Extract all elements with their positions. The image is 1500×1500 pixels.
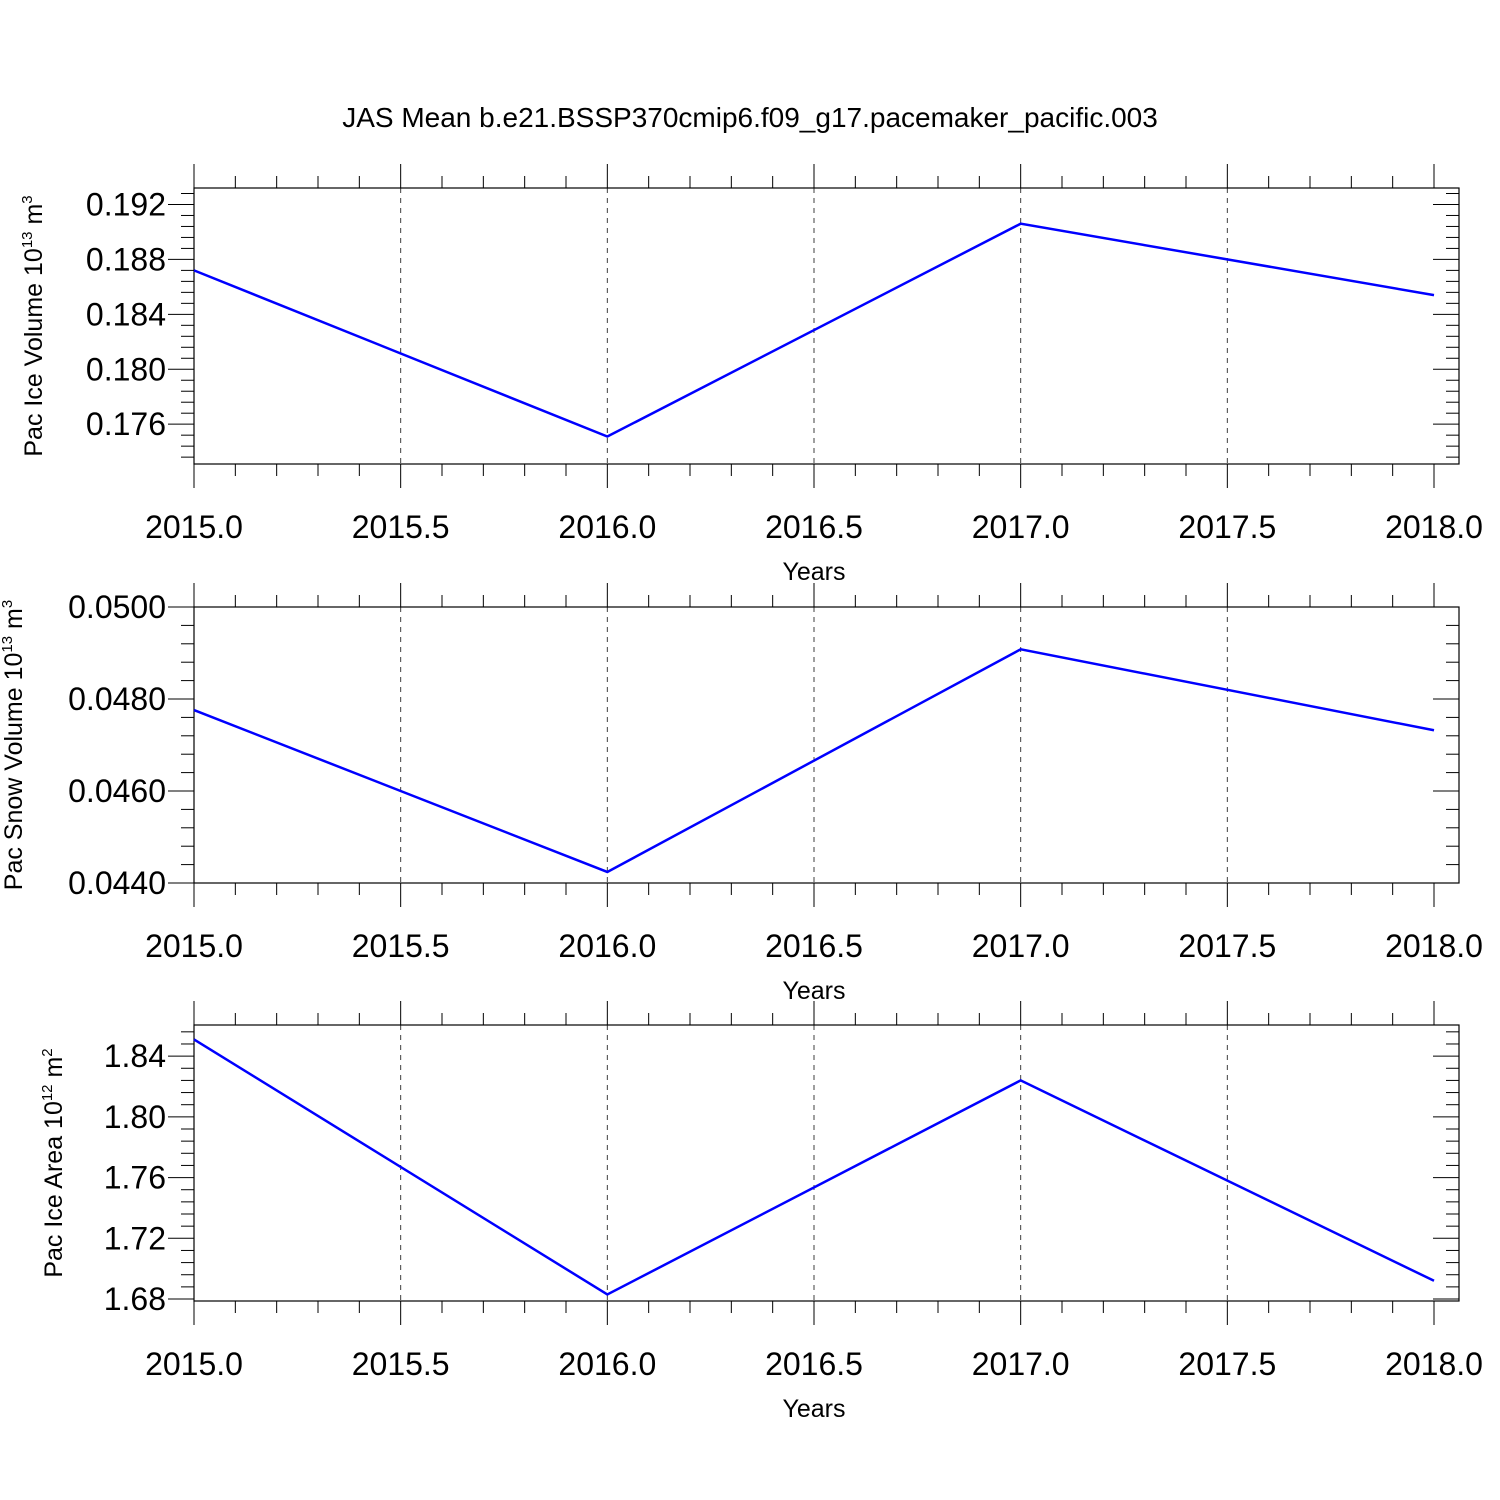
y-tick-label: 0.0500 [68, 589, 166, 625]
y-axis-title-exponent: 12 [39, 1084, 56, 1101]
x-tick-label: 2015.5 [352, 928, 450, 964]
x-tick-label: 2016.5 [765, 1346, 863, 1382]
y-tick-label: 0.0440 [68, 865, 166, 901]
series-line [193, 1038, 1435, 1296]
x-tick-label: 2017.5 [1178, 1346, 1276, 1382]
x-axis-title: Years [782, 558, 845, 586]
y-tick-label: 0.176 [86, 406, 166, 442]
x-tick-label: 2015.0 [145, 928, 243, 964]
y-tick-label: 1.80 [104, 1099, 166, 1135]
x-tick-label: 2016.5 [765, 928, 863, 964]
y-axis-title-main: Pac Snow Volume 10 [0, 653, 28, 891]
y-axis-title-unit: m [0, 608, 28, 636]
plot-frame [193, 606, 1460, 884]
y-tick-label: 0.180 [86, 351, 166, 387]
x-tick-label: 2015.0 [145, 509, 243, 545]
x-tick-label: 2016.0 [558, 1346, 656, 1382]
y-axis-title-exponent: 13 [19, 231, 36, 248]
series-line [193, 648, 1435, 874]
y-axis-title-exponent: 13 [0, 636, 16, 653]
y-axis-title-unit: m [40, 1057, 68, 1085]
x-axis-title: Years [782, 977, 845, 1005]
chart-panel-2: 2015.0 2015.5 2016.0 2016.5 2017.0 2017.5 2018… [0, 583, 1483, 1005]
y-axis-title-main: Pac Ice Volume 10 [20, 248, 48, 456]
y-axis-title: Pac Ice Volume 1013 m3 [19, 195, 48, 456]
y-tick-label: 1.84 [104, 1038, 166, 1074]
y-tick-label: 0.192 [86, 186, 166, 222]
x-tick-label: 2017.0 [972, 509, 1070, 545]
x-tick-label: 2016.0 [558, 928, 656, 964]
plot-frame [193, 1024, 1460, 1302]
y-axis-title: Pac Ice Area 1012 m2 [39, 1048, 68, 1277]
plot-frame [193, 187, 1460, 465]
y-tick-label: 0.0460 [68, 773, 166, 809]
x-tick-label: 2018.0 [1385, 509, 1483, 545]
x-tick-label: 2017.5 [1178, 509, 1276, 545]
x-tick-label: 2016.0 [558, 509, 656, 545]
y-axis-title: Pac Snow Volume 1013 m3 [0, 600, 28, 890]
y-axis-title-unit-exponent: 3 [0, 600, 16, 608]
y-tick-label: 0.188 [86, 241, 166, 277]
y-tick-label: 0.0480 [68, 681, 166, 717]
series-line [193, 222, 1435, 438]
figure-title: JAS Mean b.e21.BSSP370cmip6.f09_g17.pace… [342, 102, 1158, 133]
y-tick-label: 0.184 [86, 296, 166, 332]
x-tick-label: 2018.0 [1385, 928, 1483, 964]
chart-panel-1: 2015.0 2015.5 2016.0 2016.5 2017.0 2017.5 2018… [19, 164, 1483, 586]
x-tick-label: 2017.0 [972, 1346, 1070, 1382]
x-tick-label: 2017.5 [1178, 928, 1276, 964]
x-tick-label: 2015.5 [352, 509, 450, 545]
chart-panels: 2015.0 2015.5 2016.0 2016.5 2017.0 2017.5 2018… [0, 164, 1483, 1423]
y-axis-title-unit: m [20, 204, 48, 232]
x-tick-label: 2015.5 [352, 1346, 450, 1382]
y-axis-title-unit-exponent: 2 [39, 1048, 56, 1056]
y-axis-title-unit-exponent: 3 [19, 195, 36, 203]
x-tick-label: 2015.0 [145, 1346, 243, 1382]
y-tick-label: 1.76 [104, 1160, 166, 1196]
x-axis-title: Years [782, 1395, 845, 1423]
x-tick-label: 2016.5 [765, 509, 863, 545]
x-tick-label: 2017.0 [972, 928, 1070, 964]
y-tick-label: 1.72 [104, 1220, 166, 1256]
x-tick-label: 2018.0 [1385, 1346, 1483, 1382]
chart-panel-3: 2015.0 2015.5 2016.0 2016.5 2017.0 2017.5 2018… [39, 1001, 1483, 1423]
y-tick-label: 1.68 [104, 1281, 166, 1317]
y-axis-title-main: Pac Ice Area 10 [40, 1101, 68, 1278]
